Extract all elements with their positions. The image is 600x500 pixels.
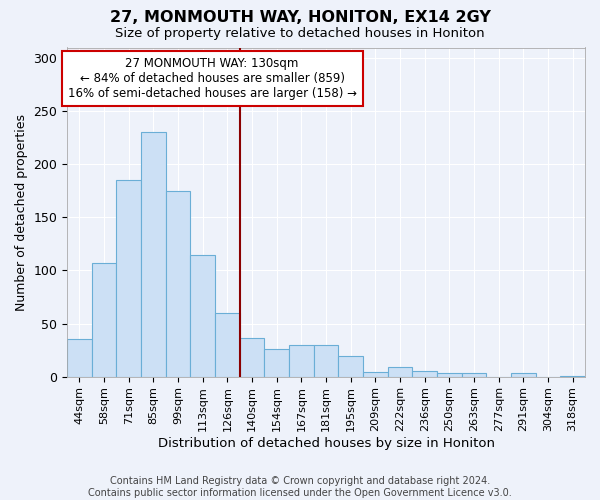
Y-axis label: Number of detached properties: Number of detached properties <box>15 114 28 310</box>
Bar <box>240 338 265 376</box>
Bar <box>511 374 536 376</box>
Bar <box>338 356 363 376</box>
Bar <box>166 191 190 376</box>
Bar <box>141 132 166 376</box>
Bar <box>116 180 141 376</box>
Bar <box>363 372 388 376</box>
Bar <box>412 372 437 376</box>
Bar <box>437 374 462 376</box>
Bar <box>67 340 92 376</box>
Bar <box>388 367 412 376</box>
X-axis label: Distribution of detached houses by size in Honiton: Distribution of detached houses by size … <box>158 437 494 450</box>
Bar <box>462 374 487 376</box>
Bar <box>92 263 116 376</box>
Bar <box>265 349 289 376</box>
Text: Contains HM Land Registry data © Crown copyright and database right 2024.
Contai: Contains HM Land Registry data © Crown c… <box>88 476 512 498</box>
Bar <box>215 313 240 376</box>
Bar <box>314 344 338 376</box>
Text: 27 MONMOUTH WAY: 130sqm
← 84% of detached houses are smaller (859)
16% of semi-d: 27 MONMOUTH WAY: 130sqm ← 84% of detache… <box>68 58 356 100</box>
Text: 27, MONMOUTH WAY, HONITON, EX14 2GY: 27, MONMOUTH WAY, HONITON, EX14 2GY <box>110 10 490 25</box>
Bar <box>289 344 314 376</box>
Text: Size of property relative to detached houses in Honiton: Size of property relative to detached ho… <box>115 28 485 40</box>
Bar <box>190 254 215 376</box>
